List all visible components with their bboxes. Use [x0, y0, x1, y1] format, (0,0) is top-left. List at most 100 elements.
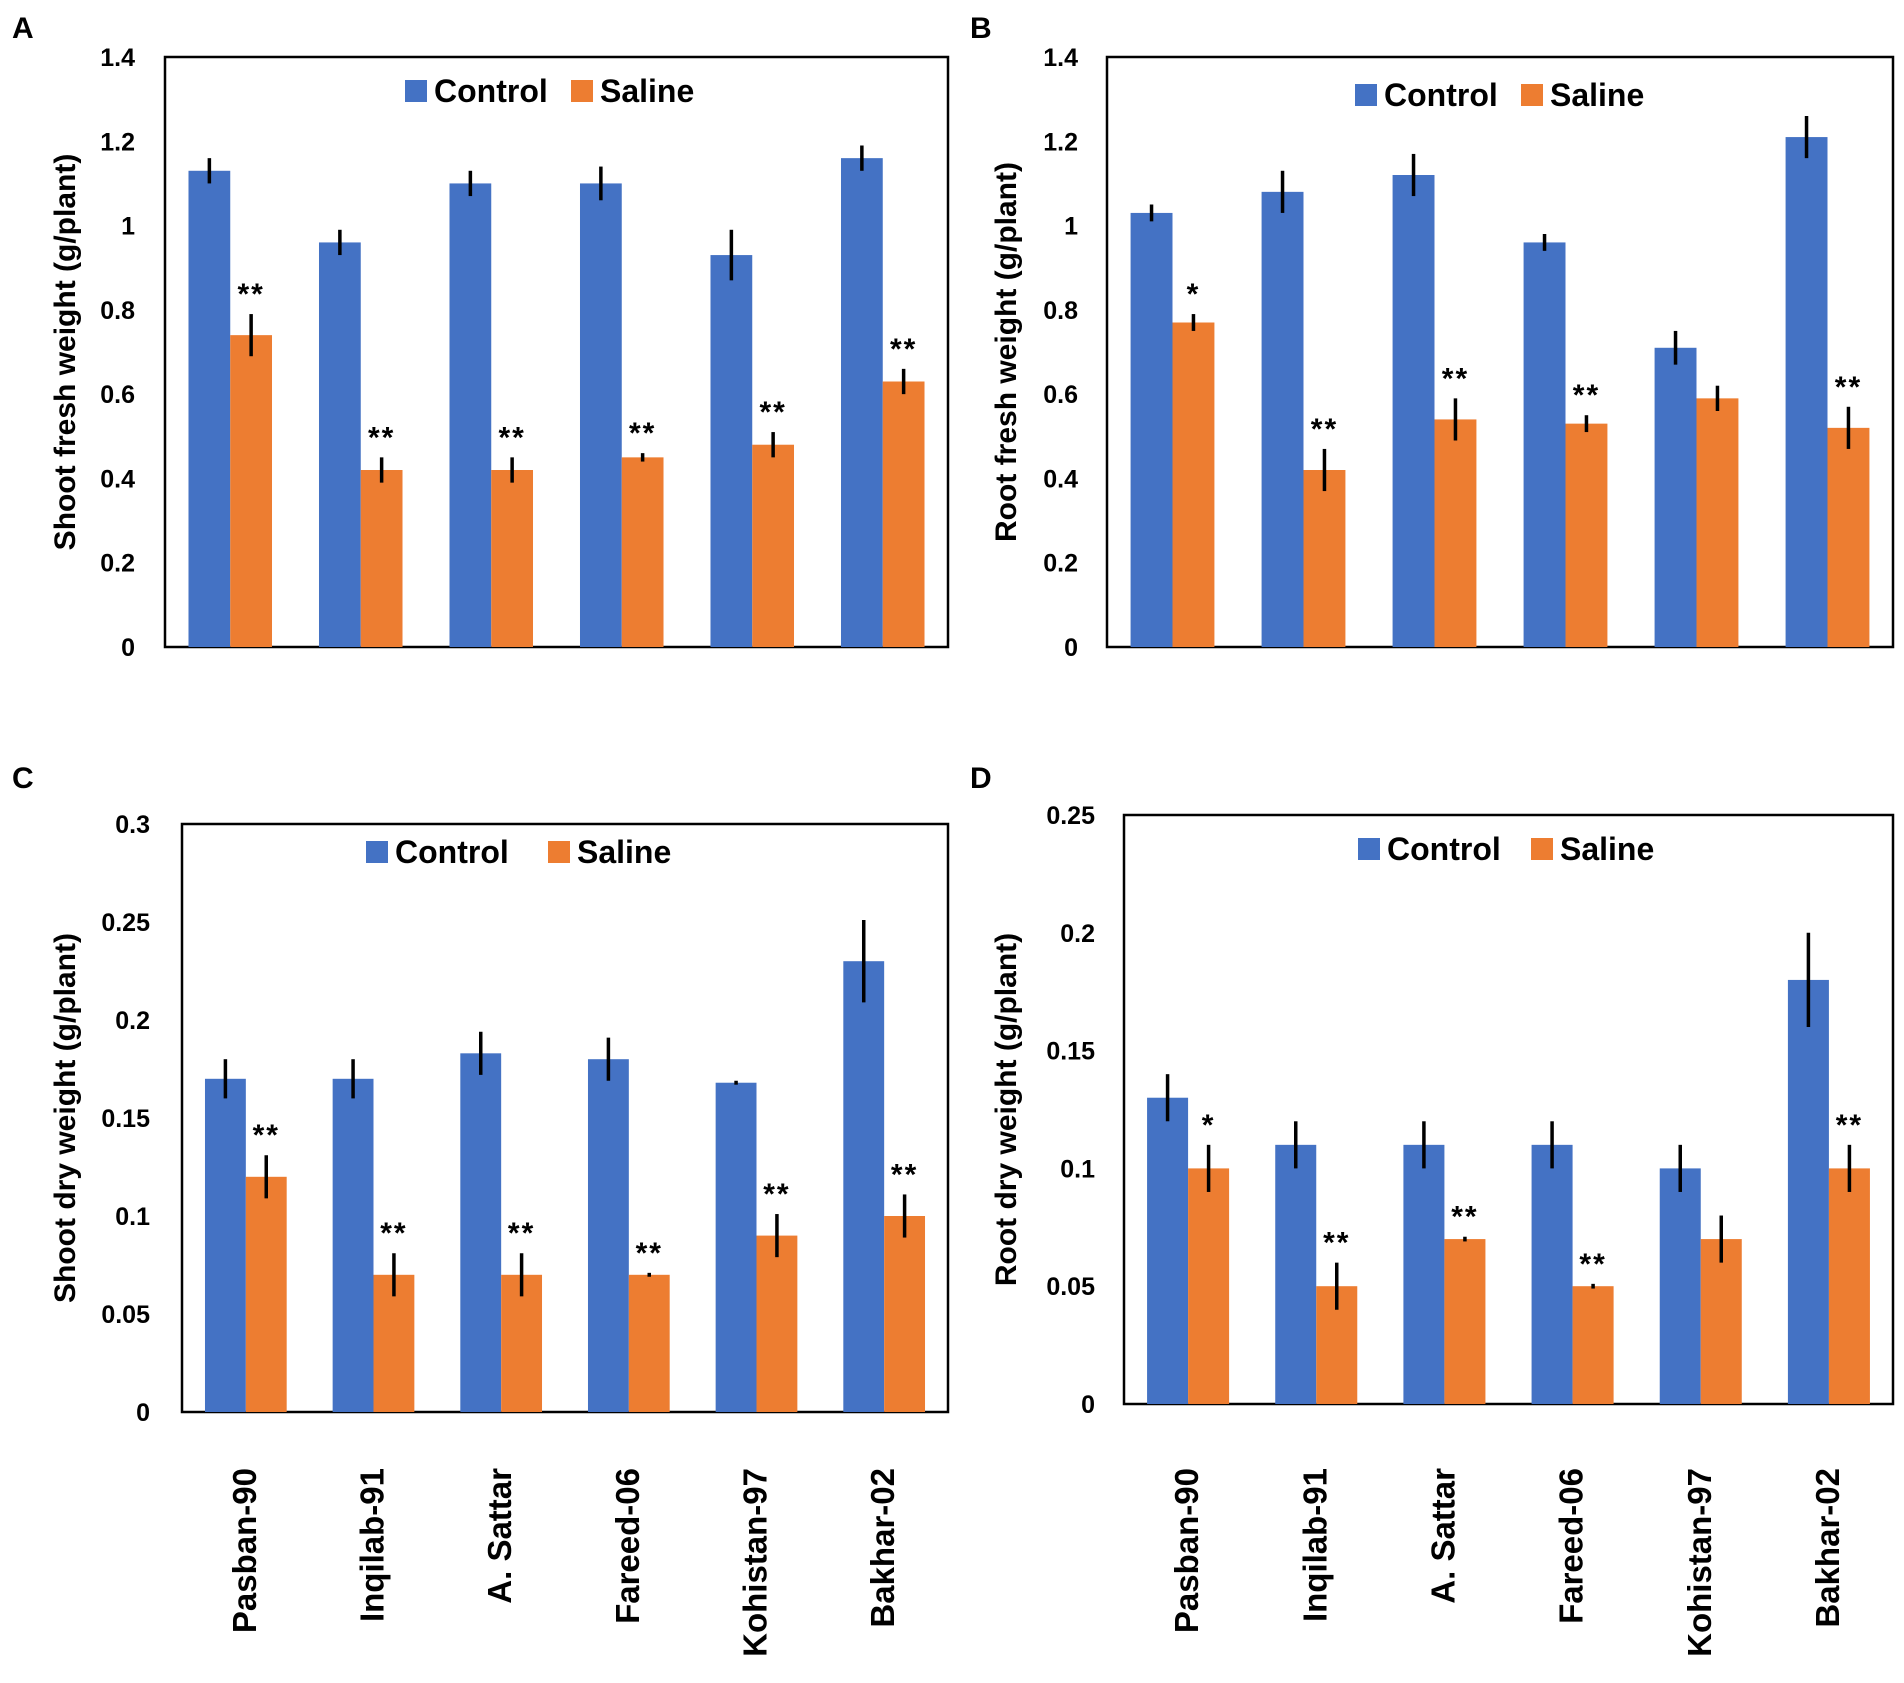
significance-marker: *: [1202, 1109, 1216, 1142]
legend-label-saline: Saline: [1560, 831, 1654, 867]
significance-marker: **: [629, 417, 656, 450]
control-bar: [1392, 175, 1435, 647]
legend-swatch-control: [1358, 838, 1380, 860]
y-tick-label: 0.15: [1046, 1038, 1095, 1066]
legend-label-control: Control: [1384, 77, 1498, 113]
saline-bar: [1434, 419, 1477, 647]
y-tick-label: 0.6: [100, 381, 135, 409]
control-bar: [587, 1059, 629, 1412]
saline-bar: [1696, 398, 1739, 647]
significance-marker: **: [891, 1158, 918, 1191]
panel-letter: C: [12, 762, 34, 795]
significance-marker: **: [253, 1119, 280, 1152]
control-bar: [1787, 979, 1829, 1404]
saline-bar: [373, 1274, 415, 1412]
control-bar: [1261, 191, 1304, 647]
saline-bar: [752, 444, 795, 647]
saline-bar: [1172, 322, 1215, 647]
y-tick-label: 0.8: [1043, 297, 1078, 325]
plot-frame: [1105, 55, 1895, 649]
y-tick-label: 0: [121, 634, 135, 662]
category-label: Bakhar-02: [864, 1468, 901, 1628]
saline-bar: [1827, 427, 1870, 647]
saline-bar: [882, 381, 925, 647]
saline-bar: [230, 335, 273, 647]
significance-marker: **: [1836, 1109, 1863, 1142]
control-bar: [715, 1082, 757, 1412]
y-tick-label: 0.2: [115, 1007, 150, 1035]
saline-bar: [1303, 470, 1346, 647]
y-tick-label: 0: [1081, 1391, 1095, 1419]
y-tick-label: 1.4: [1043, 44, 1078, 72]
saline-bar: [1572, 1286, 1614, 1404]
plot-frame: [180, 822, 950, 1414]
legend-label-control: Control: [1387, 831, 1501, 867]
legend-label-saline: Saline: [600, 73, 694, 109]
saline-bar: [884, 1216, 926, 1412]
saline-bar: [360, 470, 403, 647]
saline-bar: [245, 1176, 287, 1412]
significance-marker: **: [1311, 413, 1338, 446]
significance-marker: *: [1187, 278, 1201, 311]
control-bar: [840, 158, 883, 647]
panel-letter: D: [970, 762, 992, 795]
legend-label-control: Control: [434, 73, 548, 109]
control-bar: [1523, 242, 1566, 647]
y-tick-label: 0.3: [115, 811, 150, 839]
y-tick-label: 1: [121, 213, 135, 241]
legend-swatch-control: [1355, 84, 1377, 106]
y-tick-label: 0: [136, 1399, 150, 1427]
saline-bar: [1565, 423, 1608, 647]
significance-marker: **: [763, 1178, 790, 1211]
control-bar: [460, 1053, 502, 1412]
panel-letter: B: [970, 12, 992, 45]
y-axis-title: Shoot fresh weight (g/plant): [49, 154, 82, 551]
panel-b: B 0 0.2 0.4 0.6 0.8 1 1.2 1.4 Root fresh weight (…: [970, 12, 1895, 662]
panel-d: D 0 0.05 0.1 0.15 0.2 0.25 Root dry weight (g/p…: [970, 762, 1895, 1657]
category-label: Pasban-90: [1168, 1468, 1205, 1633]
saline-bar: [491, 470, 534, 647]
legend: Control Saline: [405, 73, 694, 109]
y-tick-label: 0.1: [1060, 1155, 1095, 1183]
significance-marker: **: [1835, 371, 1862, 404]
saline-bar: [1700, 1239, 1742, 1404]
control-bar: [1275, 1144, 1317, 1404]
category-label: A. Sattar: [1424, 1468, 1461, 1604]
y-tick-label: 0.25: [101, 909, 150, 937]
significance-marker: **: [508, 1217, 535, 1250]
saline-bar: [1828, 1168, 1870, 1404]
category-label: Bakhar-02: [1809, 1468, 1846, 1628]
legend-swatch-control: [366, 841, 388, 863]
y-tick-label: 1.4: [100, 44, 135, 72]
y-tick-label: 0.8: [100, 297, 135, 325]
control-bar: [188, 170, 231, 648]
panel-a: A 0 0.2 0.4 0.6 0.8 1 1.2 1.4 Shoot fresh weight …: [12, 12, 950, 662]
plot-frame: [163, 55, 950, 649]
legend-swatch-saline: [1531, 838, 1553, 860]
significance-marker: **: [498, 421, 525, 454]
control-bar: [1785, 137, 1828, 648]
y-axis-title: Root dry weight (g/plant): [990, 933, 1023, 1286]
saline-bar: [1188, 1168, 1230, 1404]
legend-label-control: Control: [395, 834, 509, 870]
panel-c: C 0 0.05 0.1 0.15 0.2 0.25 0.3 Shoot dry weight …: [12, 762, 950, 1657]
control-bar: [449, 183, 492, 647]
category-label: Inqilab-91: [354, 1468, 391, 1622]
control-bar: [710, 255, 753, 648]
control-bar: [843, 961, 885, 1412]
saline-bar: [501, 1274, 543, 1412]
saline-bar: [628, 1274, 670, 1412]
control-bar: [332, 1078, 374, 1412]
y-tick-label: 0.25: [1046, 802, 1095, 830]
significance-marker: **: [1323, 1227, 1350, 1260]
control-bar: [318, 242, 361, 647]
significance-marker: **: [380, 1217, 407, 1250]
y-tick-label: 0.4: [100, 465, 135, 493]
y-tick-label: 0.2: [1060, 920, 1095, 948]
y-tick-label: 0.05: [1046, 1273, 1095, 1301]
significance-marker: **: [368, 421, 395, 454]
category-label: Kohistan-97: [737, 1468, 774, 1657]
panel-letter: A: [12, 12, 34, 45]
y-tick-label: 1: [1064, 213, 1078, 241]
